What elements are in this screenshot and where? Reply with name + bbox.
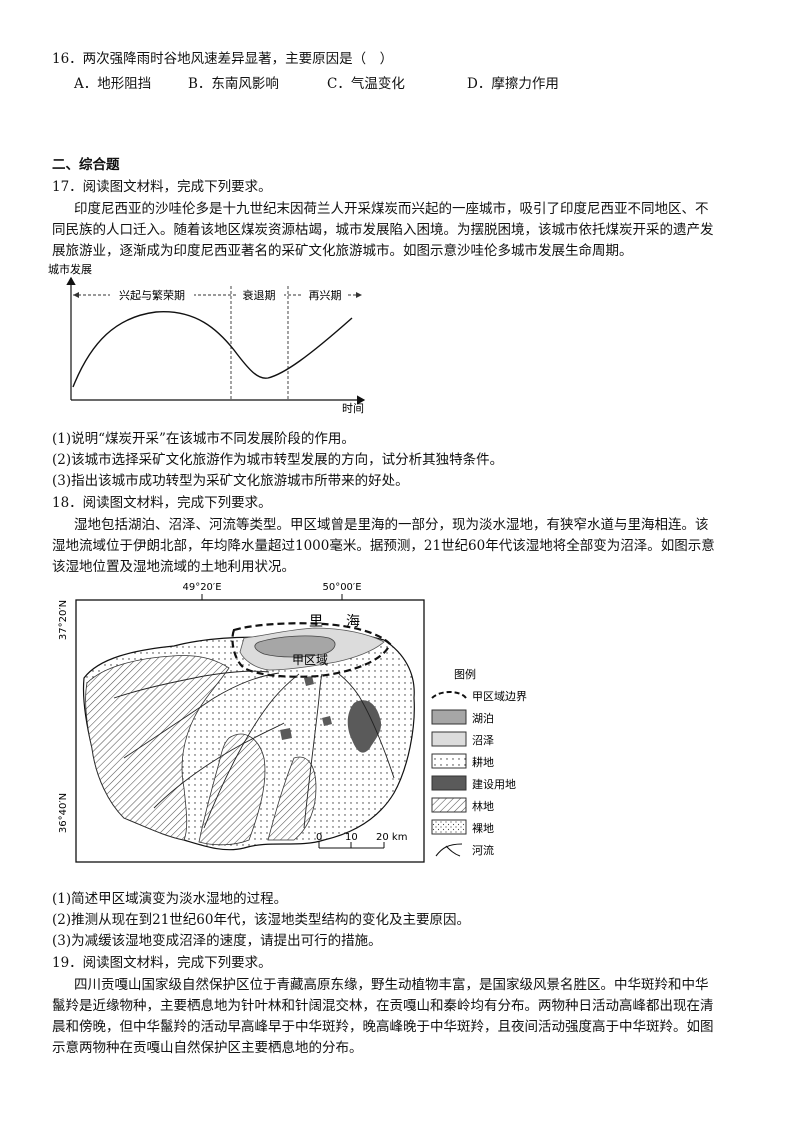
q18-para-line: 湿地流域位于伊朗北部，年均降水量超过1000毫米。据预测，21世纪60年代该湿地… [52,538,715,554]
legend-swatch-cropland [431,753,467,769]
phase-label-decline: 衰退期 [243,288,276,302]
q18-stem: 18．阅读图文材料，完成下列要求。 [52,495,272,511]
legend-swatch-boundary [431,691,467,699]
q16-option-a[interactable]: A．地形阻挡 [74,76,152,92]
lon-label-1: 49°20′E [182,582,221,593]
river [303,673,323,829]
legend-swatch-lake [431,709,467,725]
sea-label-2: 海 [346,614,360,630]
q17-stem: 17．阅读图文材料，完成下列要求。 [52,179,272,195]
q16-option-d[interactable]: D．摩擦力作用 [467,76,559,92]
legend-label-boundary: 甲区域边界 [472,690,527,703]
legend-label-built: 建设用地 [472,777,516,791]
river [338,673,395,779]
phase-arrow-left [73,292,79,298]
scale-label: 20 km [376,832,407,843]
q18-para-line: 湿地包括湖泊、沼泽、河流等类型。甲区域曾是里海的一部分，现为淡水湿地，有狭窄水道… [74,517,709,533]
legend-label-forest: 林地 [472,799,494,813]
built-area [280,728,292,740]
q19-para-line: 示意两物种在贡嘎山自然保护区主要栖息地的分布。 [52,1040,363,1056]
q19-para-line: 晨和傍晚，但中华鬣羚的活动早高峰早于中华斑羚，晚高峰晚于中华斑羚，且夜间活动强度… [52,1019,714,1035]
forest-zone [85,655,230,841]
legend-swatch-river [435,843,463,857]
phase-label-bg [302,287,348,302]
q17-para-line: 同民族的人口迁入。随着该地区煤炭资源枯竭，城市发展陷入困境。为摆脱困境，该城市依… [52,222,714,238]
lon-label-2: 50°00′E [322,582,361,593]
q19-para-line: 四川贡嘎山国家级自然保护区位于青藏高原东缘，野生动植物丰富，是国家级风景名胜区。… [74,977,709,993]
q17-question-2: (2)该城市选择采矿文化旅游作为城市转型发展的方向，试分析其独特条件。 [52,452,504,468]
lat-label-1: 37°20′N [58,600,69,640]
chart-xlabel: 时间 [342,402,364,414]
area-label: 甲区域 [292,653,328,667]
lat-label-2: 36°40′N [58,793,69,833]
q18-question-3: (3)为减缓该湿地变成沼泽的速度，请提出可行的措施。 [52,933,382,949]
q18-question-2: (2)推测从现在到21世纪60年代，该湿地类型结构的变化及主要原因。 [52,912,470,928]
lake-shape [254,635,336,658]
scale-label: 0 [316,832,322,843]
legend-title: 图例 [454,667,476,681]
q17-para-line: 展旅游业，逐渐成为印度尼西亚著名的采矿文化旅游城市。如图示意沙哇伦多城市发展生命… [52,243,633,259]
q16-option-c[interactable]: C．气温变化 [327,76,405,92]
river [123,672,280,759]
legend-label-river: 河流 [472,843,494,857]
legend-swatch-bare [431,819,467,835]
forest-zone [198,733,266,846]
sea-label-1: 里 [309,614,323,630]
built-area [322,716,332,726]
lifecycle-curve [72,311,353,388]
legend-swatch-built [431,775,467,791]
river [153,722,285,809]
legend-swatch-forest [431,797,467,813]
q17-question-1: (1)说明“煤炭开采”在该城市不同发展阶段的作用。 [52,431,355,447]
map-legend: 图例 甲区域边界 湖泊 沼泽 耕地 建设用地 林地 裸地 河流 [431,667,527,857]
river [203,673,300,829]
legend-label-bare: 裸地 [472,821,494,835]
forest-zone [267,756,317,841]
q18-question-1: (1)简述甲区域演变为淡水湿地的过程。 [52,891,288,907]
chart-ylabel: 城市发展 [48,262,92,276]
city-lifecycle-chart: 城市发展 时间 兴起与繁荣期 衰退期 再兴期 [48,262,366,414]
phase-label-bg [110,287,194,302]
q17-para-line: 印度尼西亚的沙哇伦多是十九世纪末因荷兰人开采煤炭而兴起的一座城市，吸引了印度尼西… [74,201,709,217]
phase-label-rise: 兴起与繁荣期 [119,288,185,302]
wetland-map: 49°20′E 50°00′E 37°20′N 36°40′N 里 海 甲区域 … [58,582,527,863]
q16-stem: 16．两次强降雨时谷地风速差异显著，主要原因是（ ） [52,51,394,67]
river [113,670,270,699]
q17-question-3: (3)指出该城市成功转型为采矿文化旅游城市所带来的好处。 [52,473,409,489]
q18-para-line: 该湿地位置及湿地流域的土地利用状况。 [52,559,295,575]
phase-arrow-right [356,292,362,298]
built-area [347,700,382,753]
q19-stem: 19．阅读图文材料，完成下列要求。 [52,955,272,971]
phase-label-bg [236,287,284,302]
built-area [304,676,314,686]
legend-swatch-marsh [431,731,467,747]
scale-label: 10 [345,832,358,843]
q19-para-line: 鬣羚是近缘物种，主要栖息地为针叶林和针阔混交林，在贡嘎山和秦岭均有分布。两物种日… [52,998,714,1014]
legend-label-cropland: 耕地 [472,755,494,769]
section-title: 二、综合题 [52,157,120,173]
q16-option-b[interactable]: B．东南风影响 [188,76,279,92]
phase-label-revival: 再兴期 [309,289,342,302]
legend-label-marsh: 沼泽 [472,733,494,747]
legend-label-lake: 湖泊 [472,712,494,725]
